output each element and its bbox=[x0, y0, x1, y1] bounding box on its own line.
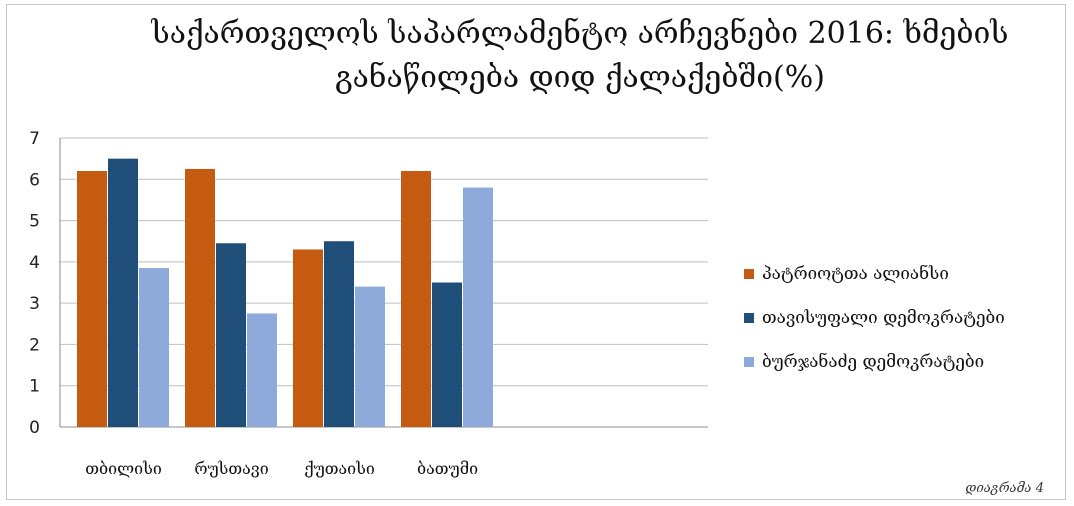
y-tick-label: 3 bbox=[29, 294, 40, 314]
y-tick-label: 5 bbox=[29, 212, 40, 232]
bar bbox=[247, 313, 277, 427]
y-tick-label: 4 bbox=[29, 253, 40, 273]
legend-swatch bbox=[744, 357, 754, 367]
x-tick-label: რუსთავი bbox=[194, 459, 268, 478]
bar bbox=[139, 268, 169, 427]
bar bbox=[355, 287, 385, 427]
x-tick-label: თბილისი bbox=[85, 459, 162, 478]
bar bbox=[463, 188, 493, 427]
legend-item: პატრიოტთა ალიანსი bbox=[744, 252, 1005, 296]
legend-label: თავისუფალი დემოკრატები bbox=[762, 308, 1005, 328]
bar bbox=[401, 171, 431, 427]
y-tick-label: 0 bbox=[29, 418, 40, 438]
y-tick-label: 7 bbox=[29, 129, 40, 149]
legend-item: თავისუფალი დემოკრატები bbox=[744, 296, 1005, 340]
legend-item: ბურჯანაძე დემოკრატები bbox=[744, 340, 1005, 384]
diagram-caption: დიაგრამა 4 bbox=[965, 481, 1044, 496]
bar bbox=[185, 169, 215, 427]
y-tick-label: 1 bbox=[29, 377, 40, 397]
bar bbox=[216, 243, 246, 427]
bar bbox=[293, 249, 323, 427]
legend-label: პატრიოტთა ალიანსი bbox=[762, 264, 949, 284]
x-tick-label: ქუთაისი bbox=[304, 459, 375, 478]
legend-label: ბურჯანაძე დემოკრატები bbox=[762, 352, 984, 372]
y-tick-label: 2 bbox=[29, 335, 40, 355]
x-tick-label: ბათუმი bbox=[417, 459, 478, 478]
legend-swatch bbox=[744, 313, 754, 323]
bar bbox=[432, 283, 462, 428]
bar bbox=[77, 171, 107, 427]
bar bbox=[108, 159, 138, 427]
legend: პატრიოტთა ალიანსი თავისუფალი დემოკრატები… bbox=[744, 252, 1005, 384]
legend-swatch bbox=[744, 269, 754, 279]
bar bbox=[324, 241, 354, 427]
y-tick-label: 6 bbox=[29, 170, 40, 190]
